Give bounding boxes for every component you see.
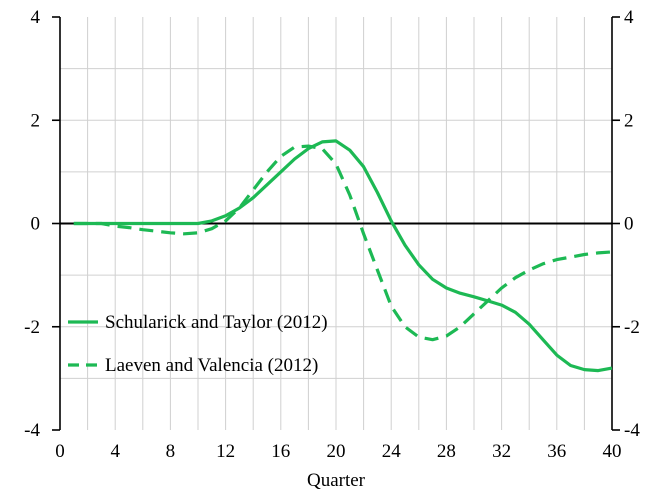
- x-tick-label: 28: [437, 441, 456, 462]
- y-tick-label-right: 0: [624, 214, 634, 235]
- x-tick-label: 20: [327, 441, 346, 462]
- legend-label-1: Schularick and Taylor (2012): [105, 312, 328, 333]
- y-tick-label-left: -2: [24, 317, 40, 338]
- x-tick-label: 4: [110, 441, 120, 462]
- x-tick-label: 8: [166, 441, 176, 462]
- x-axis-label: Quarter: [307, 470, 366, 491]
- series-lines: [73, 139, 613, 373]
- series-line-1: [73, 139, 613, 373]
- x-tick-label: 36: [547, 441, 566, 462]
- y-tick-label-right: -4: [624, 420, 640, 441]
- y-tick-label-left: 2: [31, 110, 41, 131]
- series-line-2: [73, 144, 613, 342]
- legend: Schularick and Taylor (2012) Laeven and V…: [68, 312, 328, 376]
- y-tick-label-left: 0: [31, 214, 41, 235]
- x-tick-label: 32: [492, 441, 511, 462]
- y-tick-label-right: 4: [624, 7, 634, 28]
- x-tick-label: 24: [382, 441, 402, 462]
- x-tick-label: 16: [271, 441, 290, 462]
- x-tick-label: 40: [603, 441, 622, 462]
- y-tick-label-left: -4: [24, 420, 40, 441]
- x-tick-label: 12: [216, 441, 235, 462]
- y-tick-label-right: -2: [624, 317, 640, 338]
- y-tick-label-right: 2: [624, 110, 634, 131]
- y-tick-label-left: 4: [31, 7, 41, 28]
- legend-label-2: Laeven and Valencia (2012): [105, 355, 318, 376]
- x-tick-label: 0: [55, 441, 65, 462]
